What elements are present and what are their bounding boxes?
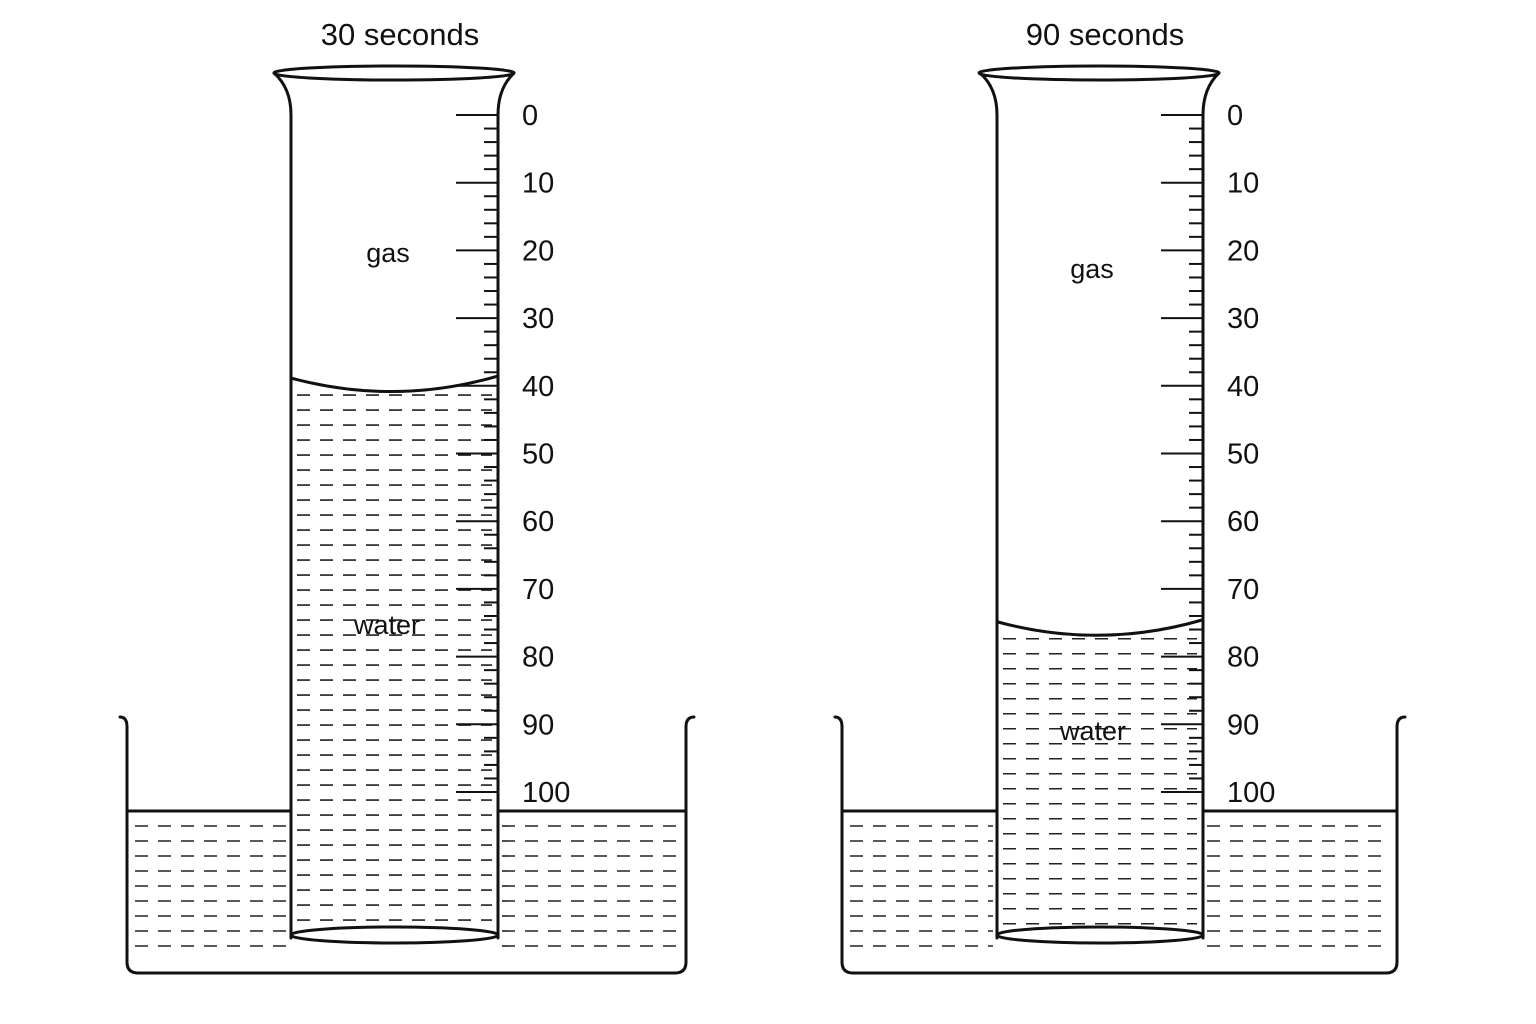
apparatus-title: 30 seconds [321,17,480,52]
trough [833,715,1407,975]
scale-label: 90 [1227,709,1259,741]
volume-scale: 0 10 20 30 40 50 60 70 80 90 100 [456,100,570,809]
scale-label: 0 [522,100,538,132]
scale-label: 80 [1227,642,1259,674]
cylinder-left-wall [272,71,293,940]
scale-label: 50 [522,439,554,471]
cylinder-interior [291,110,498,938]
scale-label: 30 [1227,303,1259,335]
trough-outline [118,715,696,975]
cylinder-interior [997,110,1203,938]
scale-label: 60 [1227,506,1259,538]
trough-water [850,825,1389,947]
scale-label: 50 [1227,439,1259,471]
scale-label: 100 [522,777,570,809]
apparatus-30-seconds: 30 seconds 0 10 20 30 40 50 60 70 80 90 100 gas wa… [118,17,696,975]
scale-label: 20 [522,235,554,267]
scale-label: 60 [522,506,554,538]
scale-label: 10 [1227,168,1259,200]
scale-label: 90 [522,709,554,741]
scale-label: 70 [1227,574,1259,606]
cylinder-right-wall [1201,71,1221,940]
scale-label: 0 [1227,100,1243,132]
measuring-cylinder: 0 10 20 30 40 50 60 70 80 90 100 [272,64,570,945]
apparatus-90-seconds: 90 seconds 0 10 20 30 40 50 60 70 80 90 100 gas wa… [833,17,1407,975]
scale-label: 100 [1227,777,1275,809]
scale-label: 40 [522,371,554,403]
water-meniscus [289,374,500,394]
cylinder-right-wall [496,71,516,940]
water-label: water [353,610,420,640]
scale-label: 10 [522,168,554,200]
cylinder-left-wall [978,71,999,940]
scale-label: 80 [522,642,554,674]
trough [118,715,696,975]
trough-water [135,825,678,947]
gas-label: gas [1070,254,1114,284]
cylinder-mouth [289,925,500,945]
scale-label: 30 [522,303,554,335]
scale-label: 20 [1227,235,1259,267]
scale-label: 70 [522,574,554,606]
cylinder-mouth [995,925,1205,945]
cylinder-water [1003,637,1197,925]
trough-outline [833,715,1407,975]
water-label: water [1059,716,1126,746]
volume-scale: 0 10 20 30 40 50 60 70 80 90 100 [1161,100,1275,809]
gas-label: gas [366,238,410,268]
scale-label: 40 [1227,371,1259,403]
cylinder-water [297,394,492,921]
cylinder-rim [272,64,516,82]
apparatus-title: 90 seconds [1026,17,1185,52]
cylinder-rim [977,64,1221,82]
measuring-cylinder: 0 10 20 30 40 50 60 70 80 90 100 [977,64,1275,945]
water-meniscus [995,618,1205,637]
